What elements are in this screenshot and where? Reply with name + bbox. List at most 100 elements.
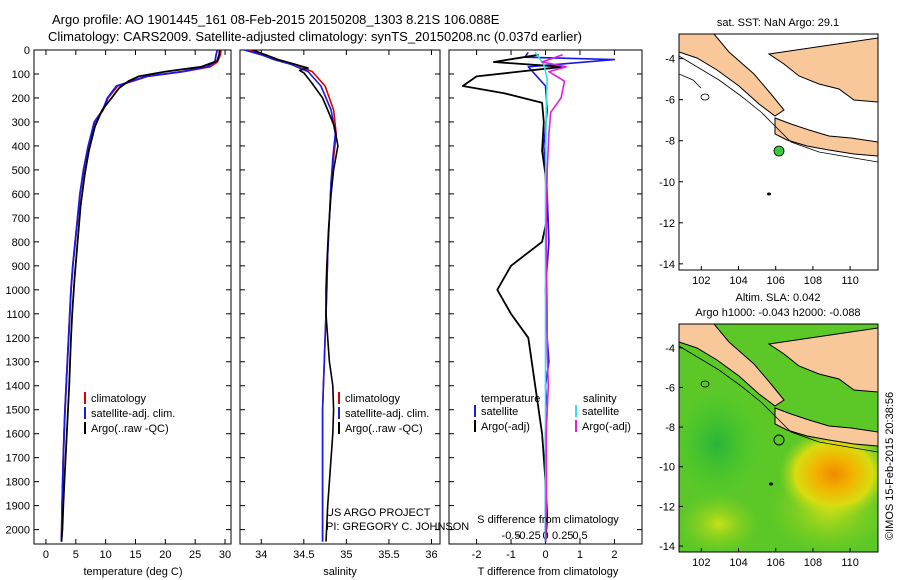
map-x-tick-label: 110 (841, 557, 859, 569)
series-line-salinity-argo-adj- (541, 54, 567, 542)
x-tick-label: 10 (100, 549, 112, 561)
y-tick-label: 400 (12, 141, 30, 153)
y-tick-label: 1200 (6, 333, 30, 345)
x-tick-label: 5 (73, 549, 79, 561)
map-x-tick-label: 110 (841, 275, 859, 287)
y-tick-label: 1000 (6, 285, 30, 297)
legend-label-climatology: climatology (345, 393, 401, 405)
difference-x-axis-label: T difference from climatology (478, 566, 619, 578)
legend-heading-salinity: salinity (583, 393, 617, 405)
difference-legend: temperature satellite Argo(-adj) salinit… (474, 393, 631, 433)
y-tick-label: 100 (12, 69, 30, 81)
map-y-tick-label: -12 (659, 501, 675, 513)
salinity-plot-frame (239, 49, 441, 545)
pi-credit: PI: GREGORY C. JOHNSON (326, 521, 469, 533)
island-contour (700, 380, 710, 388)
bathymetry-contour (679, 345, 878, 453)
x-tick-label: 25 (189, 549, 201, 561)
x-tick-label: 34.5 (293, 549, 314, 561)
island-contour (769, 482, 773, 486)
secondary-x-tick-label: 0.5 (572, 530, 587, 542)
salinity-chart: 34 34.5 35 35.5 36 (240, 49, 440, 561)
legend-label-satellite: satellite-adj. clim. (345, 408, 429, 420)
island-contour (700, 93, 710, 101)
map-y-tick-label: -12 (659, 218, 675, 230)
map-y-tick-label: -14 (659, 541, 675, 553)
map-y-tick-label: -8 (665, 136, 675, 148)
map-x-tick-label: 108 (804, 275, 822, 287)
map-x-tick-label: 104 (729, 275, 747, 287)
y-tick-label: 1400 (6, 381, 30, 393)
x-tick-label: 30 (219, 549, 231, 561)
sla-high-anomaly (779, 429, 878, 519)
argo-float-marker (773, 145, 785, 157)
java-landmass (774, 407, 878, 447)
side-stamp: ©IMOS 15-Feb-2015 20:38:56 (884, 392, 896, 540)
sst-map (678, 33, 879, 271)
series-line-climatology (60, 49, 222, 542)
y-tick-label: 1700 (6, 453, 30, 465)
bathymetry-contour (679, 55, 878, 163)
map-y-tick-label: -10 (659, 177, 675, 189)
sla-mid-anomaly (679, 494, 759, 552)
y-tick-label: 200 (12, 93, 30, 105)
y-tick-label: 600 (12, 189, 30, 201)
figure-title-line-1: Argo profile: AO 1901445_161 08-Feb-2015… (52, 12, 500, 27)
y-tick-label: 2000 (6, 525, 30, 537)
x-tick-label: 1 (577, 549, 583, 561)
argo-float-marker (773, 434, 785, 446)
legend-label-s-satellite: satellite (582, 406, 619, 418)
sla-map-area (679, 324, 878, 552)
map-x-tick-label: 106 (767, 557, 785, 569)
y-tick-label: 1500 (6, 405, 30, 417)
y-tick-label: 1300 (6, 357, 30, 369)
map-y-tick-label: -4 (665, 343, 675, 355)
legend-label-argo: Argo(..raw -QC) (91, 423, 169, 435)
y-tick-label: 1800 (6, 477, 30, 489)
figure-title-line-2: Climatology: CARS2009. Satellite-adjuste… (48, 29, 582, 44)
x-tick-label: 35 (340, 549, 352, 561)
x-tick-label: 20 (159, 549, 171, 561)
legend-label-argo: Argo(..raw -QC) (345, 423, 423, 435)
salinity-x-axis-label: salinity (323, 566, 357, 578)
x-tick-label: -2 (472, 549, 482, 561)
map-y-tick-label: -14 (659, 259, 675, 271)
legend-label-t-argo: Argo(-adj) (481, 421, 530, 433)
map-x-tick-label: 104 (729, 557, 747, 569)
map-x-tick-label: 108 (804, 557, 822, 569)
sla-map-title-1: Altim. SLA: 0.042 (736, 292, 821, 304)
y-tick-label: 500 (12, 165, 30, 177)
sumatra-landmass (679, 324, 785, 407)
island-contour (767, 192, 771, 196)
map-y-tick-label: -6 (665, 95, 675, 107)
sla-map-axes: 102 104 106 108 110 -4 -6 -8 -10 -12 -14 (659, 343, 859, 569)
sst-map-frame (678, 33, 879, 271)
x-tick-label: 35.5 (378, 549, 399, 561)
legend-label-s-argo: Argo(-adj) (582, 421, 631, 433)
sla-map (678, 323, 879, 553)
y-tick-label: 300 (12, 117, 30, 129)
java-landmass (774, 117, 878, 157)
map-y-tick-label: -8 (665, 422, 675, 434)
secondary-x-tick-label: -0.25 (516, 530, 541, 542)
x-tick-label: 15 (129, 549, 141, 561)
series-line-argo-raw-qc- (252, 49, 339, 542)
series-line-temperature-satellite (524, 51, 616, 542)
x-tick-label: 0 (542, 549, 548, 561)
series-line-salinity-satellite (534, 51, 548, 542)
y-tick-label: 1900 (6, 501, 30, 513)
sst-map-axes: 102 104 106 108 110 -4 -6 -8 -10 -12 -14 (659, 54, 859, 287)
series-line-satellite-adj-clim- (244, 49, 337, 542)
y-tick-label: 900 (12, 261, 30, 273)
temperature-legend: climatology satellite-adj. clim. Argo(..… (84, 392, 175, 435)
difference-chart: -2 -1 0 1 2-0.5-0.25 0 0.250.5 (449, 49, 642, 561)
sumatra-landmass (679, 34, 785, 117)
x-tick-label: 36 (425, 549, 437, 561)
x-tick-label: -1 (506, 549, 516, 561)
legend-label-satellite: satellite-adj. clim. (91, 408, 175, 420)
sla-map-frame (678, 323, 879, 553)
y-tick-label: 700 (12, 213, 30, 225)
map-y-tick-label: -10 (659, 462, 675, 474)
temperature-plot-frame (33, 49, 232, 545)
